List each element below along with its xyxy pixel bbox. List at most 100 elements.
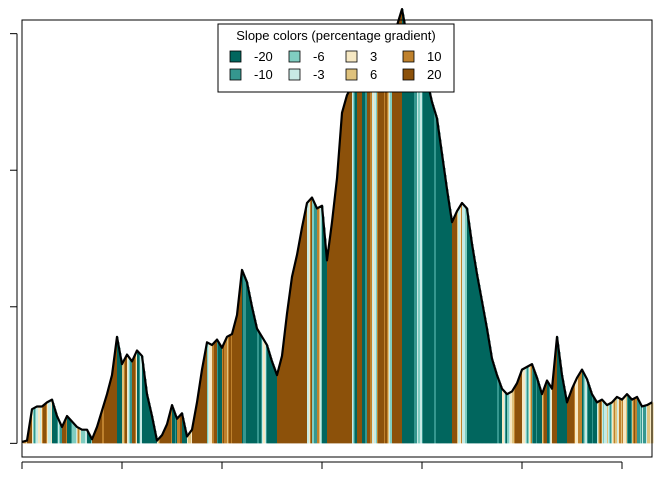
slope-strip <box>181 413 183 444</box>
slope-strip <box>638 398 640 444</box>
slope-strip <box>232 330 234 444</box>
slope-strip <box>206 342 208 444</box>
slope-strip <box>214 341 216 444</box>
slope-strip <box>533 366 535 444</box>
slope-strip <box>311 197 313 444</box>
slope-strip <box>475 261 477 444</box>
slope-strip <box>170 408 172 444</box>
slope-strip <box>208 342 210 444</box>
slope-strip <box>432 101 434 444</box>
slope-strip <box>94 431 96 444</box>
slope-strip <box>111 375 113 444</box>
slope-strip <box>567 399 569 444</box>
slope-strip <box>579 372 581 444</box>
slope-strip <box>229 335 231 444</box>
slope-strip <box>377 69 379 444</box>
slope-strip <box>338 152 340 444</box>
slope-strip <box>612 401 614 444</box>
slope-strip <box>529 365 531 444</box>
slope-strip <box>495 368 497 444</box>
slope-strip <box>330 229 332 444</box>
slope-strip <box>605 402 607 444</box>
slope-strip <box>215 340 217 444</box>
slope-strip <box>209 343 211 444</box>
slope-strip <box>484 312 486 444</box>
slope-strip <box>459 206 461 444</box>
slope-strip <box>50 400 52 444</box>
slope-strip <box>295 259 297 444</box>
slope-strip <box>461 202 463 444</box>
slope-strip <box>137 350 139 444</box>
slope-strip <box>369 80 371 444</box>
slope-strip <box>285 322 287 444</box>
slope-strip <box>102 407 104 444</box>
slope-strip <box>312 197 314 444</box>
slope-strip <box>255 319 257 444</box>
slope-strip <box>286 313 288 444</box>
slope-strip <box>445 175 447 444</box>
slope-strip <box>184 422 186 444</box>
slope-strip <box>121 358 123 444</box>
slope-strip <box>177 417 179 444</box>
slope-strip <box>608 404 610 444</box>
slope-strip <box>362 71 364 444</box>
slope-strip <box>53 402 55 444</box>
slope-strip <box>200 376 202 444</box>
slope-strip <box>596 400 598 444</box>
slope-strip <box>479 284 481 444</box>
slope-strip <box>382 59 384 444</box>
slope-strip <box>49 400 51 444</box>
legend-swatch <box>229 68 242 81</box>
legend-label: 6 <box>370 67 377 82</box>
slope-strip <box>528 365 530 444</box>
slope-strip <box>331 222 333 444</box>
slope-strip <box>300 233 302 444</box>
slope-strip <box>316 206 318 444</box>
slope-strip <box>283 339 285 444</box>
slope-strip <box>327 252 329 444</box>
slope-strip <box>43 404 45 444</box>
slope-strip <box>619 398 621 444</box>
slope-strip <box>491 352 493 444</box>
slope-strip <box>59 420 61 444</box>
slope-strip <box>117 336 119 444</box>
slope-strip <box>501 385 503 444</box>
slope-strip <box>77 426 79 444</box>
slope-strip <box>410 46 412 444</box>
slope-strip <box>30 415 32 444</box>
slope-strip <box>133 357 135 444</box>
slope-strip <box>422 71 424 444</box>
slope-strip <box>134 354 136 444</box>
slope-strip <box>514 386 516 444</box>
slope-strip <box>418 68 420 444</box>
slope-strip <box>323 216 325 444</box>
slope-strip <box>67 416 69 444</box>
slope-strip <box>278 367 280 444</box>
slope-strip <box>640 402 642 444</box>
slope-strip <box>615 398 617 444</box>
slope-strip <box>361 71 363 444</box>
slope-strip <box>538 381 540 444</box>
slope-strip <box>545 383 547 444</box>
slope-strip <box>489 340 491 444</box>
slope-strip <box>32 408 34 444</box>
slope-strip <box>103 404 105 444</box>
slope-strip <box>51 399 53 444</box>
slope-strip <box>146 386 148 444</box>
slope-strip <box>409 42 411 444</box>
slope-strip <box>60 422 62 444</box>
slope-strip <box>520 372 522 444</box>
slope-strip <box>263 338 265 444</box>
slope-strip <box>574 382 576 444</box>
slope-strip <box>380 63 382 444</box>
slope-strip <box>434 108 436 444</box>
slope-strip <box>389 49 391 444</box>
slope-strip <box>191 429 193 444</box>
slope-strip <box>606 404 608 444</box>
slope-strip <box>144 371 146 444</box>
slope-strip <box>226 336 228 444</box>
slope-strip <box>437 118 439 444</box>
slope-strip <box>433 105 435 444</box>
slope-strip <box>457 209 459 444</box>
